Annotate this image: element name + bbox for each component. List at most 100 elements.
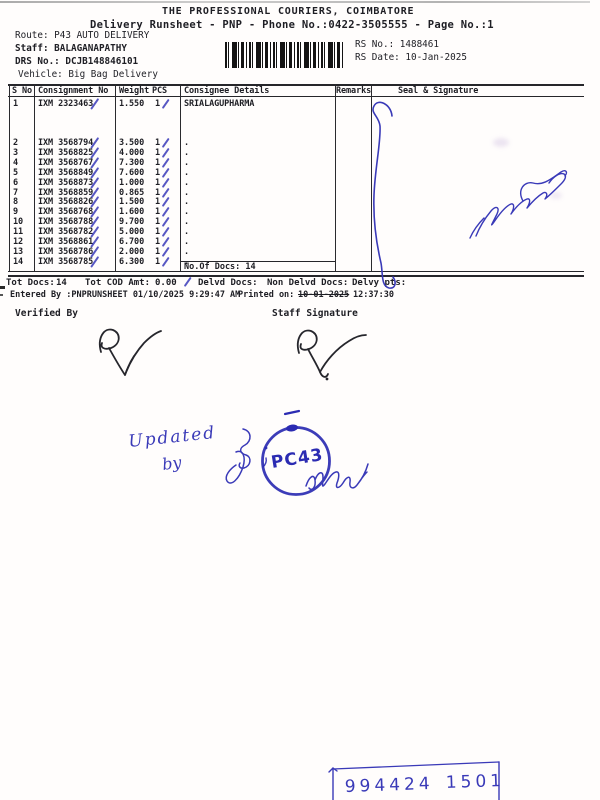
row-pcs: 1 xyxy=(155,237,161,247)
entered-by-line: Entered By :PNPRUNSHEET 01/10/2025 9:29:… xyxy=(10,290,241,300)
verified-by-label: Verified By xyxy=(15,308,78,319)
row-consignee: . xyxy=(184,227,190,238)
row-weight: 6.300 xyxy=(119,256,145,267)
row-pcs: 1 xyxy=(155,207,161,218)
staff-signature-label: Staff Signature xyxy=(272,308,358,319)
header-sno: S No xyxy=(12,86,33,96)
cod-label: Tot COD Amt: xyxy=(85,278,151,288)
row-sno: 8 xyxy=(13,197,19,208)
row-consignee: . xyxy=(184,177,190,188)
tick-mark-icon xyxy=(161,147,170,158)
row-sno: 2 xyxy=(13,138,19,148)
row-consignment: IXM 3568768 xyxy=(38,207,94,218)
row-weight: 2.000 xyxy=(119,246,145,257)
docs-count-divider xyxy=(180,260,335,262)
col-line-pcs xyxy=(180,84,182,271)
row-sno: 7 xyxy=(13,187,19,198)
row-consignment: IXM 3568782 xyxy=(38,227,94,238)
row-pcs: 1 xyxy=(155,167,161,178)
cod-value: 0.00 xyxy=(155,278,177,288)
printed-time: 12:37:30 xyxy=(353,290,394,300)
printed-date: 10-01-2025 xyxy=(298,290,350,300)
header-consignee: Consignee Details xyxy=(184,86,270,96)
row-consignment: IXM 3568859 xyxy=(38,187,94,198)
row-consignee: . xyxy=(184,217,190,228)
col-line-consignee xyxy=(335,84,337,271)
scan-edge-line xyxy=(0,1,590,3)
table-bottom-border-1 xyxy=(8,271,584,272)
row-pcs: 1 xyxy=(155,157,161,168)
row-weight: 1.000 xyxy=(119,177,145,188)
row-consignee: . xyxy=(184,246,190,257)
printed-on-label: Printed on: xyxy=(238,290,295,300)
row-pcs: 1 xyxy=(155,99,161,109)
row-sno: 1 xyxy=(13,99,19,109)
row-consignment: IXM 3568786 xyxy=(38,246,94,257)
row-sno: 12 xyxy=(13,237,24,247)
row-consignee: . xyxy=(184,167,190,178)
scan-smudge xyxy=(493,138,509,147)
row-weight: 3.500 xyxy=(119,138,145,148)
col-line-remarks xyxy=(370,84,372,271)
doc-title: THE PROFESSIONAL COURIERS, COIMBATORE xyxy=(162,6,415,17)
row-weight: 4.000 xyxy=(119,147,145,158)
row-consignment: IXM 3568788 xyxy=(38,217,94,228)
row-consignee: . xyxy=(184,197,190,208)
row-sno: 9 xyxy=(13,207,19,218)
tick-mark-icon xyxy=(161,246,170,257)
header-consignment: Consignment No xyxy=(38,86,109,96)
row-pcs: 1 xyxy=(155,187,161,198)
scan-artifact xyxy=(0,294,3,296)
table-top-border xyxy=(8,84,584,86)
tick-mark-icon xyxy=(161,98,170,109)
row-sno: 5 xyxy=(13,167,19,178)
row-consignee: . xyxy=(184,147,190,158)
tick-mark-icon xyxy=(161,177,170,188)
non-delvd-label: Non Delvd Docs: xyxy=(267,278,349,288)
row-consignee: . xyxy=(184,138,190,148)
vehicle-line: Vehicle: Big Bag Delivery xyxy=(18,69,158,80)
row-sno: 11 xyxy=(13,227,24,238)
header-seal: Seal & Signature xyxy=(398,86,479,96)
row-weight: 6.700 xyxy=(119,237,145,247)
tick-mark-icon xyxy=(161,226,170,237)
row-weight: 1.500 xyxy=(119,197,145,208)
col-line-sno xyxy=(33,84,35,271)
row-consignee: . xyxy=(184,237,190,247)
row-sno: 14 xyxy=(13,256,24,267)
row-consignment: IXM 3568794 xyxy=(38,138,94,148)
row-pcs: 1 xyxy=(155,197,161,208)
row-weight: 1.600 xyxy=(119,207,145,218)
row-sno: 13 xyxy=(13,246,24,257)
row-weight: 7.300 xyxy=(119,157,145,168)
tick-mark-icon xyxy=(161,217,170,227)
row-weight: 1.550 xyxy=(119,99,145,109)
row-consignee: . xyxy=(184,256,190,267)
row-pcs: 1 xyxy=(155,246,161,257)
table-header-border xyxy=(8,95,584,98)
row-sno: 10 xyxy=(13,217,24,228)
tot-docs-value: 14 xyxy=(56,278,67,288)
delvd-label: Delvd Docs: xyxy=(198,278,258,288)
drs-line: DRS No.: DCJB148846101 xyxy=(15,56,139,67)
rs-date-line: RS Date: 10-Jan-2025 xyxy=(355,52,467,63)
table-bottom-border-2 xyxy=(8,274,584,277)
row-consignee: . xyxy=(184,157,190,168)
tick-mark-icon xyxy=(161,236,170,247)
delvy-label: Delvy pts: xyxy=(352,278,407,288)
row-consignment: IXM 3568861 xyxy=(38,237,94,247)
route-line: Route: P43 AUTO DELIVERY xyxy=(15,30,150,41)
row-consignment: IXM 3568825 xyxy=(38,147,94,158)
row-consignee: . xyxy=(184,207,190,218)
row-consignment: IXM 3568849 xyxy=(38,167,94,178)
header-remarks: Remarks xyxy=(336,86,372,96)
row-sno: 3 xyxy=(13,147,19,158)
row-weight: 9.700 xyxy=(119,217,145,228)
header-pcs: PCS xyxy=(152,86,168,96)
barcode-icon xyxy=(225,42,343,68)
tick-mark-icon xyxy=(161,157,170,168)
tick-mark-icon xyxy=(161,137,170,148)
row-consignment: IXM 3568873 xyxy=(38,177,94,188)
row-pcs: 1 xyxy=(155,256,161,267)
